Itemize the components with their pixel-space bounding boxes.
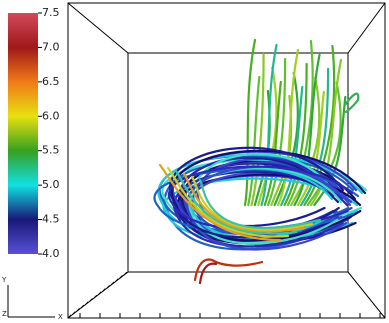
- streamline: [300, 67, 330, 207]
- colorbar-tick-label: 6.5: [42, 75, 60, 88]
- axis-label: X: [58, 313, 63, 321]
- colorbar-tick-label: 6.0: [42, 109, 60, 122]
- edge: [347, 2, 386, 54]
- frame-tick: [119, 275, 123, 279]
- streamline: [190, 175, 314, 231]
- frame-tick: [71, 311, 76, 316]
- frame-tick: [102, 288, 106, 292]
- streamline: [267, 57, 287, 207]
- streamline: [273, 71, 300, 207]
- streamline: [303, 44, 336, 207]
- streamline: [306, 81, 342, 207]
- streamline: [260, 43, 278, 207]
- colorbar-tick-label: 7.5: [42, 6, 60, 19]
- streamline: [173, 169, 349, 248]
- colorbar-tick-label: 4.0: [42, 247, 60, 260]
- streamline: [158, 163, 282, 242]
- streamline: [293, 53, 321, 207]
- streamline: [174, 169, 298, 235]
- frame-tick: [80, 304, 85, 309]
- streamline: [187, 166, 343, 245]
- streamline: [283, 62, 308, 207]
- axis-triad: Y Z X: [1, 276, 63, 321]
- frame-tick: [110, 281, 115, 286]
- edge: [347, 271, 386, 319]
- streamline: [182, 172, 306, 233]
- axis-label: Z: [2, 310, 7, 318]
- streamline: [198, 178, 322, 229]
- axis-label: Y: [1, 276, 7, 284]
- streamline: [198, 262, 218, 285]
- frame-tick: [114, 278, 119, 283]
- edge: [67, 2, 129, 54]
- streamline: [313, 95, 347, 207]
- frame-tick: [67, 314, 72, 319]
- streamline: [247, 75, 261, 207]
- colorbar-tick-label: 7.0: [42, 40, 60, 53]
- inner-frame: [127, 52, 349, 273]
- frame-tick: [89, 298, 93, 302]
- streamline: [276, 48, 300, 207]
- streamlines: [153, 38, 368, 285]
- frame-tick: [123, 271, 128, 276]
- streamline: [257, 66, 278, 207]
- streamline: [309, 58, 343, 207]
- frame-tick: [84, 301, 89, 306]
- streamline: [193, 258, 264, 282]
- frame-tick: [93, 294, 98, 299]
- frame-tick: [106, 284, 111, 289]
- frame-tick: [97, 291, 102, 296]
- streamline: [343, 92, 360, 114]
- colorbar-tick-label: 4.5: [42, 213, 60, 226]
- streamline: [250, 52, 265, 207]
- streamline: [243, 38, 257, 207]
- outer-frame: [67, 2, 386, 319]
- colorbar-tick-label: 5.5: [42, 144, 60, 157]
- colorbar: [8, 13, 38, 254]
- streamline: [166, 166, 290, 238]
- streamline: [286, 39, 314, 207]
- streamline: [296, 90, 325, 207]
- colorbar-tick-label: 5.0: [42, 178, 60, 191]
- streamline: [290, 76, 321, 207]
- frame-tick: [76, 308, 80, 312]
